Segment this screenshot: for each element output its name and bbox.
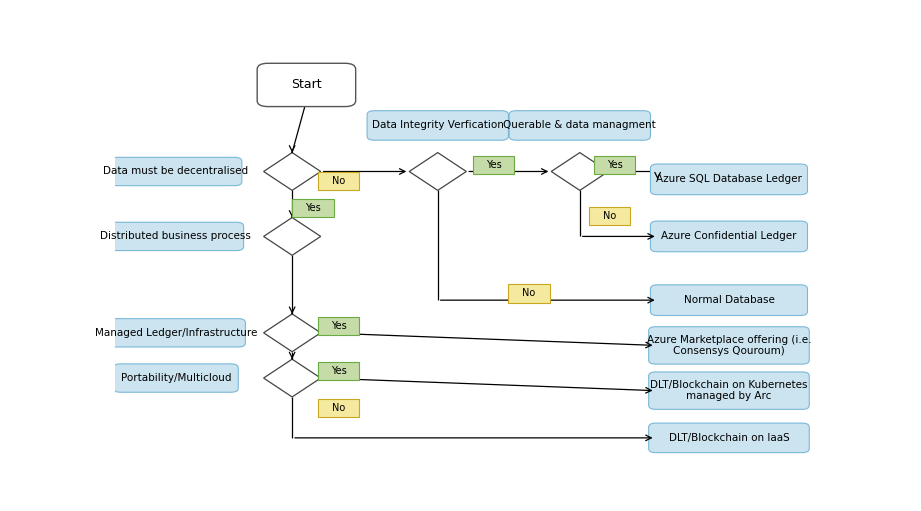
Text: Yes: Yes (331, 321, 346, 331)
Text: Azure SQL Database Ledger: Azure SQL Database Ledger (656, 174, 802, 184)
FancyBboxPatch shape (650, 285, 808, 315)
FancyBboxPatch shape (648, 423, 810, 453)
Polygon shape (263, 218, 321, 256)
Text: Start: Start (291, 78, 321, 91)
Polygon shape (263, 153, 321, 191)
Text: Normal Database: Normal Database (683, 295, 775, 305)
FancyBboxPatch shape (472, 156, 514, 174)
Text: Azure Marketplace offering (i.e.
Consensys Qouroum): Azure Marketplace offering (i.e. Consens… (647, 335, 811, 356)
Polygon shape (552, 153, 609, 191)
Text: Azure Confidential Ledger: Azure Confidential Ledger (661, 231, 797, 241)
Text: Querable & data managment: Querable & data managment (504, 121, 656, 130)
Text: No: No (332, 176, 345, 187)
FancyBboxPatch shape (650, 221, 808, 252)
Text: No: No (332, 403, 345, 412)
Text: Data Integrity Verfication: Data Integrity Verfication (372, 121, 504, 130)
Polygon shape (263, 359, 321, 397)
FancyBboxPatch shape (257, 63, 356, 107)
Text: Yes: Yes (485, 160, 501, 170)
FancyBboxPatch shape (113, 364, 239, 392)
Text: Yes: Yes (331, 366, 346, 376)
FancyBboxPatch shape (108, 222, 243, 250)
Text: No: No (522, 289, 536, 298)
FancyBboxPatch shape (508, 285, 550, 303)
Text: DLT/Blockchain on IaaS: DLT/Blockchain on IaaS (669, 433, 789, 443)
FancyBboxPatch shape (110, 157, 242, 185)
FancyBboxPatch shape (594, 156, 635, 174)
FancyBboxPatch shape (648, 372, 810, 409)
FancyBboxPatch shape (292, 199, 333, 217)
FancyBboxPatch shape (318, 172, 359, 191)
Text: No: No (603, 212, 616, 221)
Text: Data must be decentralised: Data must be decentralised (103, 167, 249, 176)
Text: Portability/Multicloud: Portability/Multicloud (121, 373, 231, 383)
FancyBboxPatch shape (318, 317, 359, 335)
Text: Yes: Yes (305, 203, 321, 213)
Polygon shape (409, 153, 466, 191)
FancyBboxPatch shape (509, 111, 650, 140)
Text: Yes: Yes (607, 160, 623, 170)
Text: Managed Ledger/Infrastructure: Managed Ledger/Infrastructure (95, 328, 257, 338)
FancyBboxPatch shape (589, 207, 631, 225)
FancyBboxPatch shape (318, 362, 359, 380)
FancyBboxPatch shape (318, 399, 359, 416)
FancyBboxPatch shape (648, 327, 810, 364)
FancyBboxPatch shape (367, 111, 508, 140)
FancyBboxPatch shape (106, 319, 245, 347)
Text: Distributed business process: Distributed business process (100, 231, 251, 241)
FancyBboxPatch shape (650, 164, 808, 195)
Text: DLT/Blockchain on Kubernetes
managed by Arc: DLT/Blockchain on Kubernetes managed by … (650, 380, 808, 402)
Polygon shape (263, 314, 321, 352)
